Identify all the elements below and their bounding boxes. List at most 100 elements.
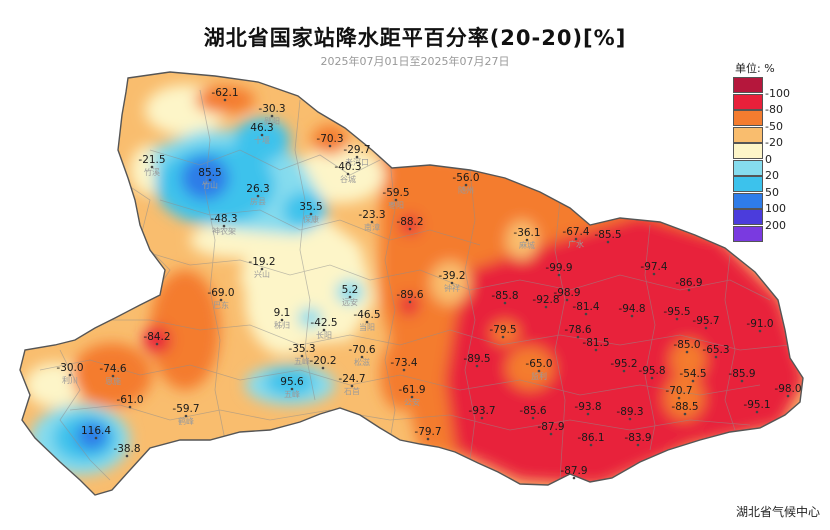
station-dot: [256, 194, 260, 198]
station-value: -70.6: [348, 344, 375, 356]
station-value: -56.0: [452, 172, 479, 184]
station-value: -95.7: [692, 315, 719, 327]
legend-label: 20: [765, 169, 779, 182]
station-dot: [584, 312, 588, 316]
station-value: 95.6: [280, 376, 304, 388]
station-dot: [370, 220, 374, 224]
station-value: -74.6: [99, 363, 126, 375]
station-dot: [348, 295, 352, 299]
station-value: -86.9: [675, 277, 702, 289]
station-dot: [426, 437, 430, 441]
station-value: -84.2: [143, 331, 170, 343]
station-name: 谷城: [340, 175, 356, 184]
station-value: -36.1: [513, 227, 540, 239]
station-name: 枣阳: [388, 200, 404, 210]
source-credit: 湖北省气候中心: [735, 505, 820, 519]
station-value: -95.8: [638, 365, 665, 377]
station-dot: [408, 300, 412, 304]
legend-swatch: [733, 93, 763, 110]
station-dot: [128, 405, 132, 409]
station-dot: [740, 379, 744, 383]
station-dot: [576, 335, 580, 339]
station-value: -35.3: [288, 343, 315, 355]
station-dot: [480, 416, 484, 420]
station-dot: [549, 432, 553, 436]
station-value: -62.1: [211, 87, 238, 99]
legend-swatch: [733, 110, 763, 126]
station-name: 五峰: [284, 389, 300, 399]
station-value: -95.5: [663, 306, 690, 318]
station-name: 郧阳: [264, 117, 280, 126]
station-dot: [208, 178, 212, 182]
station-dot: [636, 443, 640, 447]
station-dot: [260, 133, 264, 137]
station-dot: [755, 410, 759, 414]
station-dot: [270, 114, 274, 118]
station-name: 竹山: [202, 180, 218, 190]
station-value: -87.9: [537, 421, 564, 433]
station-value: -61.0: [116, 394, 143, 406]
station-value: -85.5: [594, 229, 621, 241]
legend-label: 100: [765, 202, 786, 215]
legend-swatch: [733, 126, 763, 143]
station-dot: [594, 348, 598, 352]
station-dot: [219, 298, 223, 302]
station-dot: [408, 227, 412, 231]
station-value: -88.5: [671, 401, 698, 413]
station-value: -24.7: [338, 373, 365, 385]
station-name: 广水: [568, 239, 584, 249]
station-value: -93.8: [574, 401, 601, 413]
station-value: -65.0: [525, 358, 552, 370]
station-value: 35.5: [299, 201, 322, 213]
station-value: 46.3: [250, 122, 273, 134]
station-value: -48.3: [210, 213, 237, 225]
station-value: -65.3: [702, 344, 729, 356]
station-value: -54.5: [679, 368, 706, 380]
station-value: -67.4: [562, 226, 589, 238]
station-value: -29.7: [343, 144, 370, 156]
station-dot: [675, 317, 679, 321]
station-name: 公安: [404, 397, 420, 407]
station-name: 恩施: [105, 376, 121, 386]
station-value: -89.5: [463, 353, 490, 365]
station-value: -79.5: [489, 324, 516, 336]
station-value: -39.2: [438, 270, 465, 282]
station-dot: [677, 396, 681, 400]
station-dot: [355, 155, 359, 159]
station-name: 房县: [250, 196, 266, 206]
station-value: -70.7: [665, 385, 692, 397]
station-value: -89.3: [616, 406, 643, 418]
station-name: 十堰: [254, 135, 270, 145]
station-value: -79.7: [414, 426, 441, 438]
station-value: -85.6: [519, 405, 546, 417]
station-value: -94.8: [618, 303, 645, 315]
station-dot: [322, 328, 326, 332]
county-boundaries: [39, 89, 791, 481]
station-dot: [222, 224, 226, 228]
legend-swatch: [733, 143, 763, 159]
station-dot: [572, 476, 576, 480]
legend-swatch: [733, 209, 763, 225]
station-value: 85.5: [198, 167, 221, 179]
legend-label: -50: [765, 119, 783, 133]
station-dot: [683, 412, 687, 416]
station-dot: [111, 374, 115, 378]
station-value: -46.5: [353, 309, 380, 321]
station-dot: [565, 298, 569, 302]
map-title: 湖北省国家站降水距平百分率(20-20)[%]: [203, 26, 627, 50]
station-dot: [464, 183, 468, 187]
station-name: 五峰: [294, 356, 310, 366]
station-name: 石首: [344, 386, 360, 396]
station-name: 巴东: [213, 300, 229, 310]
station-name: 保康: [303, 214, 319, 224]
station-value: -23.3: [358, 209, 385, 221]
station-value: -19.2: [248, 256, 275, 268]
station-dot: [184, 414, 188, 418]
station-dot: [290, 387, 294, 391]
station-value: -73.4: [390, 357, 417, 369]
station-name: 兴山: [254, 269, 270, 279]
station-dot: [557, 273, 561, 277]
station-value: -59.7: [172, 403, 199, 415]
station-value: -30.3: [258, 103, 285, 115]
